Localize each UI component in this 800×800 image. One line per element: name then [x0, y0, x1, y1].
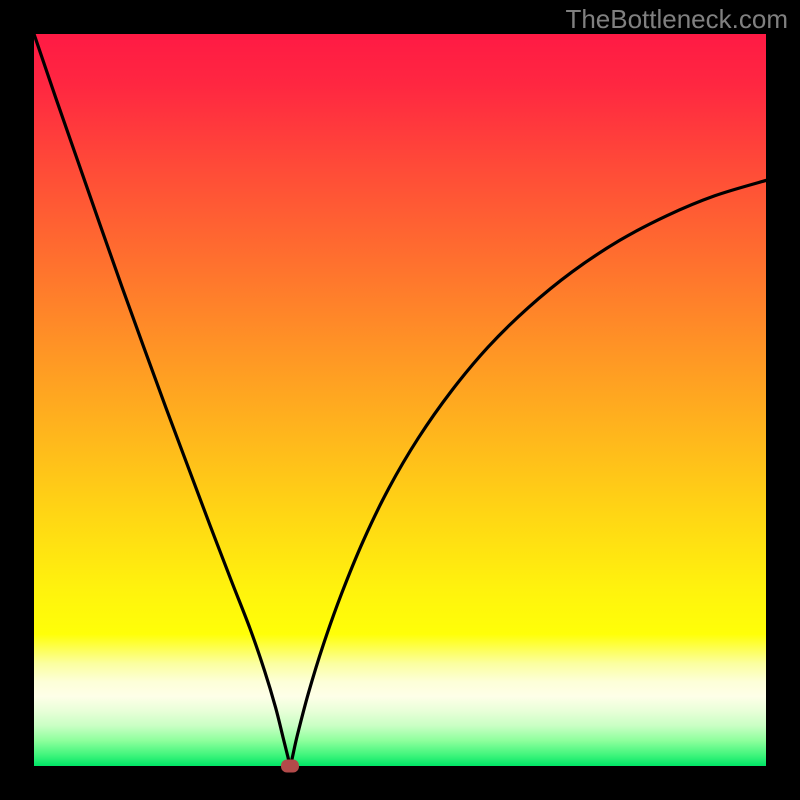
plot-area [34, 34, 766, 766]
chart-container: { "canvas": { "width": 800, "height": 80… [0, 0, 800, 800]
bottleneck-curve [34, 34, 766, 766]
optimum-marker [281, 760, 299, 773]
watermark-text: TheBottleneck.com [565, 4, 788, 35]
